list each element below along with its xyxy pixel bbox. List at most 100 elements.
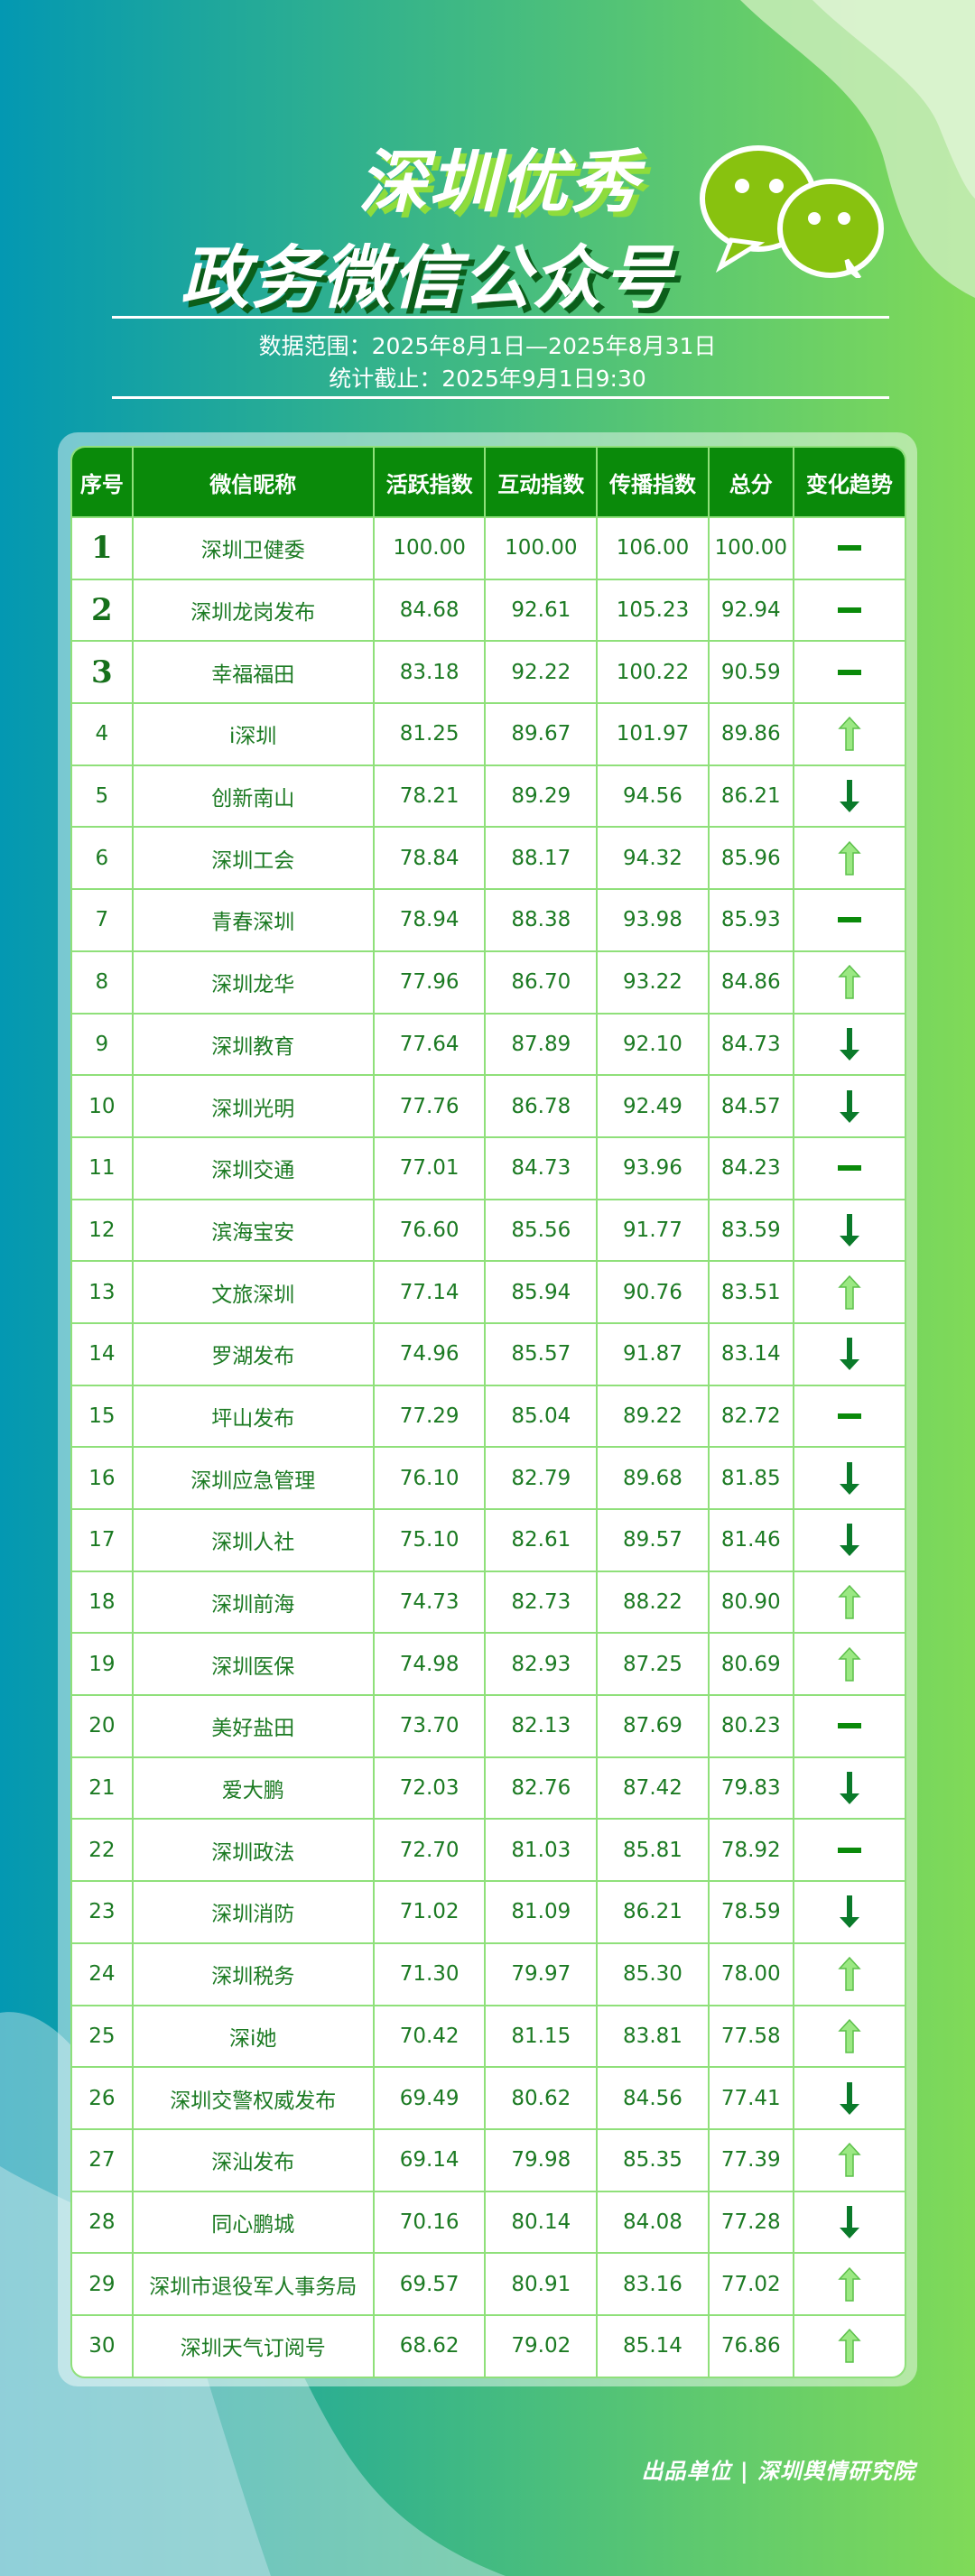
cell-interact: 82.13 [486,1694,599,1756]
cell-name: 美好盐田 [133,1694,375,1756]
trend-cell [794,764,905,827]
cell-name: 罗湖发布 [133,1321,375,1385]
cell-total: 84.23 [709,1135,794,1199]
cell-total: 83.51 [709,1260,794,1322]
cell-total: 77.02 [709,2252,794,2314]
trend-cell [794,1756,905,1819]
cell-interact: 80.91 [486,2252,599,2314]
cell-rank: 18 [72,1570,134,1633]
cell-rank: 7 [72,888,134,950]
cell-spread: 89.22 [598,1384,710,1447]
cell-spread: 85.30 [598,1941,710,2005]
cell-active: 77.96 [374,950,487,1013]
cell-rank: 8 [72,950,134,1013]
column-header-active: 活跃指数 [374,448,487,516]
cell-total: 83.14 [709,1321,794,1385]
cell-spread: 87.25 [598,1632,710,1695]
cell-rank: 25 [72,2004,134,2067]
table-row: 19 深圳医保 74.98 82.93 87.25 80.69 [72,1632,905,1695]
cell-interact: 81.15 [486,2004,599,2067]
column-header-name: 微信昵称 [133,448,375,516]
divider-bottom [112,396,889,399]
table-row: 9 深圳教育 77.64 87.89 92.10 84.73 [72,1012,905,1075]
cell-active: 76.10 [374,1446,487,1508]
cell-name: 深圳前海 [133,1570,375,1633]
cell-interact: 79.98 [486,2127,599,2191]
cell-rank: 28 [72,2190,134,2253]
footer-credit: 出品单位 | 深圳舆情研究院 [641,2459,915,2484]
table-row: 12 滨海宝安 76.60 85.56 91.77 83.59 [72,1198,905,1261]
cutoff-time: 统计截止：2025年9月1日9:30 [329,366,646,392]
table-row: 4 i深圳 81.25 89.67 101.97 89.86 [72,702,905,764]
cell-interact: 88.17 [486,826,599,889]
cell-spread: 91.87 [598,1321,710,1385]
cell-name: 深圳工会 [133,826,375,889]
cell-active: 77.01 [374,1135,487,1199]
trend-cell [794,1694,905,1756]
cell-interact: 86.78 [486,1074,599,1136]
cell-name: 深圳交警权威发布 [133,2066,375,2128]
column-header-trend: 变化趋势 [794,448,905,516]
table-row: 29 深圳市退役军人事务局 69.57 80.91 83.16 77.02 [72,2252,905,2314]
cell-interact: 82.73 [486,1570,599,1633]
no-change-icon [837,1847,861,1853]
cell-rank: 26 [72,2066,134,2128]
arrow-down-icon [839,1213,859,1246]
trend-cell [794,1818,905,1880]
cell-spread: 92.49 [598,1074,710,1136]
cell-name: 深圳医保 [133,1632,375,1695]
cell-rank: 6 [72,826,134,889]
cell-interact: 82.79 [486,1446,599,1508]
cell-name: 深圳龙华 [133,950,375,1013]
arrow-up-icon [838,840,861,876]
cell-active: 77.76 [374,1074,487,1136]
arrow-down-icon [839,1772,859,1805]
cell-rank: 24 [72,1941,134,2005]
no-change-icon [837,607,861,614]
cell-total: 80.23 [709,1694,794,1756]
cell-spread: 93.22 [598,950,710,1013]
trend-cell [794,2127,905,2191]
cell-interact: 82.61 [486,1508,599,1571]
cell-spread: 89.68 [598,1446,710,1508]
cell-active: 74.96 [374,1321,487,1385]
cell-name: 青春深圳 [133,888,375,950]
cell-name: 爱大鹏 [133,1756,375,1819]
cell-total: 82.72 [709,1384,794,1447]
cell-active: 77.64 [374,1012,487,1075]
cell-total: 84.73 [709,1012,794,1075]
arrow-up-icon [838,965,861,999]
table-row: 14 罗湖发布 74.96 85.57 91.87 83.14 [72,1321,905,1385]
table-row: 20 美好盐田 73.70 82.13 87.69 80.23 [72,1694,905,1756]
cell-rank: 3 [72,640,134,703]
cell-rank: 15 [72,1384,134,1447]
cell-spread: 106.00 [598,516,710,579]
table-row: 8 深圳龙华 77.96 86.70 93.22 84.86 [72,950,905,1013]
cell-spread: 84.56 [598,2066,710,2128]
arrow-down-icon [839,1524,859,1557]
cell-active: 71.02 [374,1880,487,1942]
trend-cell [794,1321,905,1385]
cell-interact: 87.89 [486,1012,599,1075]
cell-name: i深圳 [133,702,375,764]
cell-active: 78.21 [374,764,487,827]
cell-interact: 85.57 [486,1321,599,1385]
cell-total: 78.59 [709,1880,794,1942]
cell-active: 70.42 [374,2004,487,2067]
cell-spread: 93.98 [598,888,710,950]
cell-spread: 86.21 [598,1880,710,1942]
cell-total: 76.86 [709,2313,794,2377]
trend-cell [794,1384,905,1447]
arrow-up-icon [838,1646,861,1682]
cell-name: 创新南山 [133,764,375,827]
cell-interact: 100.00 [486,516,599,579]
trend-cell [794,1198,905,1261]
cell-active: 74.98 [374,1632,487,1695]
arrow-down-icon [839,2081,859,2115]
table-row: 7 青春深圳 78.94 88.38 93.98 85.93 [72,888,905,950]
cell-active: 72.70 [374,1818,487,1881]
cell-interact: 85.56 [486,1198,599,1261]
cell-name: 深圳天气订阅号 [133,2313,375,2377]
cell-spread: 83.16 [598,2252,710,2314]
cell-total: 77.58 [709,2004,794,2067]
